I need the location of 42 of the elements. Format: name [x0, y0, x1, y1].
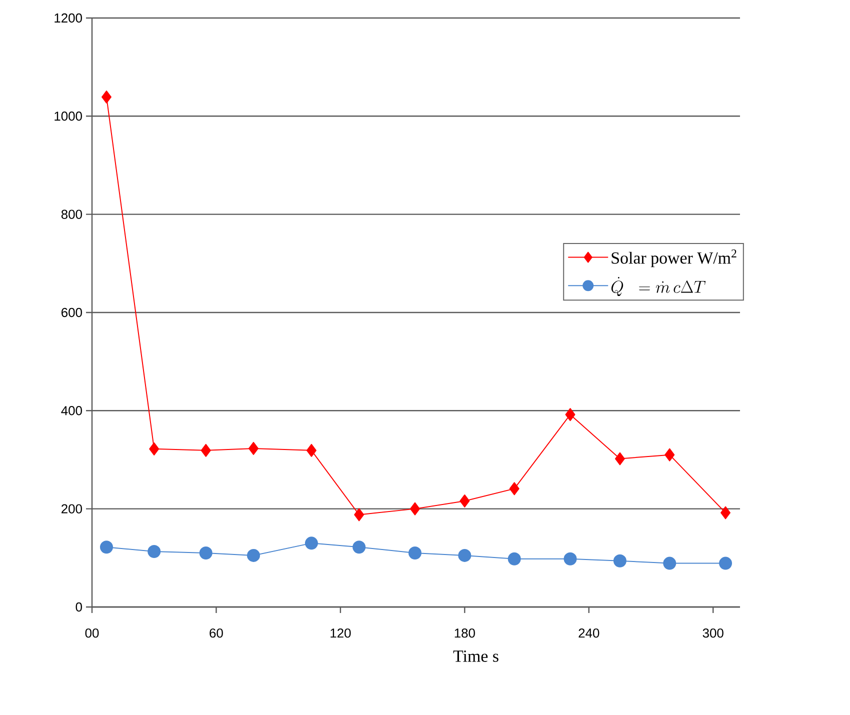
y-tick-label: 1200 [54, 13, 82, 23]
point [352, 540, 366, 554]
point [509, 482, 520, 496]
point [408, 546, 422, 560]
x-tick-label: 240 [578, 628, 600, 638]
point [410, 502, 420, 516]
x-tick-label: 120 [330, 628, 351, 638]
point [564, 552, 577, 566]
point [565, 408, 576, 422]
point [613, 554, 626, 568]
x-tick-label: 300 [702, 628, 724, 638]
point [458, 548, 472, 562]
y-tick-label: 0 [76, 602, 82, 612]
x-tick-label: 00 [85, 628, 99, 638]
y-tick-label: 400 [61, 406, 82, 416]
point [460, 494, 470, 508]
y-tick-label: 1000 [54, 112, 82, 121]
legend-label: $\dot{Q}\;\;=\dot{m}\,c\Delta T$ [611, 277, 706, 296]
point [720, 506, 731, 520]
point [199, 546, 212, 560]
legend-label: Solar power W/m$^{2}$ [612, 249, 736, 268]
y-tick-label: 600 [62, 308, 82, 318]
point [100, 540, 113, 554]
point [614, 452, 625, 466]
y-tick-label: 800 [61, 210, 82, 219]
point [102, 90, 112, 104]
x-axis-title: Time s [453, 650, 498, 662]
point [149, 442, 160, 456]
point [508, 552, 521, 566]
x-tick-label: 60 [210, 628, 223, 638]
point [200, 444, 211, 457]
point [719, 556, 732, 570]
y-tick-label: 200 [62, 504, 82, 514]
point [148, 545, 161, 558]
point [248, 442, 258, 455]
point [304, 536, 318, 550]
x-tick-label: 180 [454, 628, 475, 638]
point [663, 556, 676, 570]
point [306, 444, 316, 457]
point [354, 508, 364, 522]
point [664, 448, 675, 462]
point [246, 548, 260, 562]
